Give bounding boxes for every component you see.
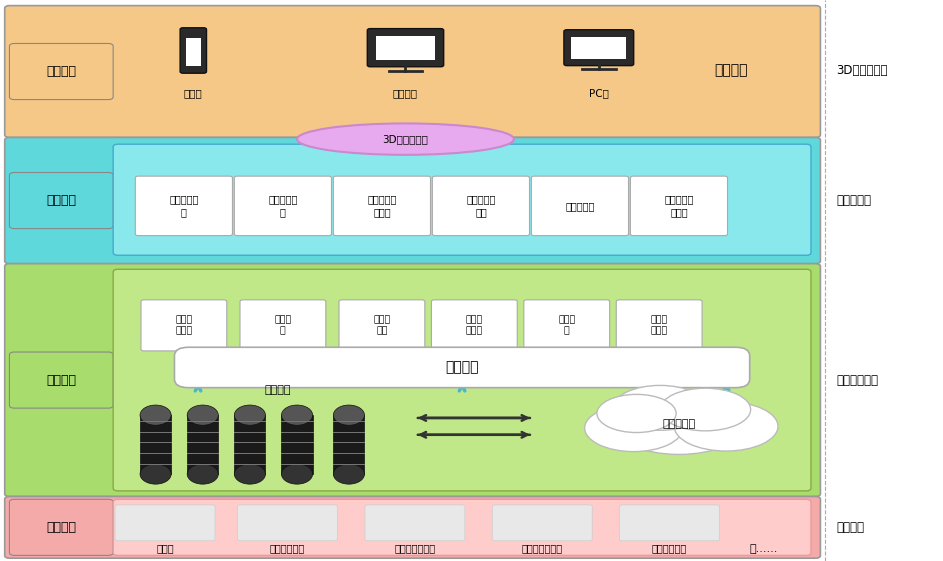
FancyBboxPatch shape — [334, 415, 364, 474]
FancyBboxPatch shape — [5, 264, 820, 496]
Text: 智能化管理: 智能化管理 — [836, 194, 871, 207]
Ellipse shape — [597, 394, 676, 433]
Text: 空气状
态信息: 空气状 态信息 — [466, 315, 483, 336]
Ellipse shape — [613, 385, 707, 430]
Text: 等......: 等...... — [750, 544, 778, 554]
FancyBboxPatch shape — [365, 505, 465, 541]
FancyBboxPatch shape — [113, 269, 811, 491]
Text: 3D可视化显示: 3D可视化显示 — [836, 63, 888, 77]
Text: 数据平台: 数据平台 — [265, 385, 291, 395]
FancyBboxPatch shape — [524, 300, 610, 351]
Text: 全景图系统: 全景图系统 — [565, 201, 595, 211]
FancyBboxPatch shape — [571, 37, 626, 59]
Ellipse shape — [282, 464, 313, 484]
FancyBboxPatch shape — [334, 176, 431, 236]
FancyBboxPatch shape — [339, 300, 425, 351]
FancyBboxPatch shape — [9, 173, 113, 229]
FancyBboxPatch shape — [564, 30, 634, 66]
Text: 监控系
统信息: 监控系 统信息 — [175, 315, 192, 336]
Ellipse shape — [141, 464, 172, 484]
Text: 智能平台: 智能平台 — [445, 361, 479, 374]
Ellipse shape — [235, 464, 266, 484]
Ellipse shape — [334, 405, 364, 425]
Text: 空气质量监
测系统: 空气质量监 测系统 — [367, 194, 397, 218]
FancyBboxPatch shape — [115, 505, 215, 541]
FancyBboxPatch shape — [432, 176, 530, 236]
Text: 手机端: 手机端 — [184, 89, 203, 99]
FancyBboxPatch shape — [9, 352, 113, 408]
Text: 红外入侵警
报系统: 红外入侵警 报系统 — [664, 194, 694, 218]
Ellipse shape — [141, 405, 172, 425]
Ellipse shape — [334, 464, 364, 484]
FancyBboxPatch shape — [180, 27, 207, 73]
FancyBboxPatch shape — [238, 505, 338, 541]
Ellipse shape — [187, 464, 219, 484]
Text: 视频监控系
统: 视频监控系 统 — [169, 194, 199, 218]
FancyBboxPatch shape — [113, 144, 811, 255]
Text: 3D可视化处理: 3D可视化处理 — [383, 134, 428, 144]
FancyBboxPatch shape — [620, 505, 720, 541]
Ellipse shape — [674, 402, 778, 451]
Text: 考勤信
息: 考勤信 息 — [558, 315, 575, 336]
Ellipse shape — [611, 393, 747, 454]
Text: PC端: PC端 — [588, 89, 609, 99]
Text: 监控中心: 监控中心 — [393, 89, 418, 99]
Text: 红外线感应装置: 红外线感应装置 — [521, 544, 563, 554]
FancyBboxPatch shape — [188, 415, 219, 474]
Text: 智能管理: 智能管理 — [46, 194, 76, 207]
Text: 人流密
度: 人流密 度 — [274, 315, 291, 336]
FancyBboxPatch shape — [235, 176, 332, 236]
FancyBboxPatch shape — [376, 36, 436, 60]
Ellipse shape — [235, 405, 266, 425]
FancyBboxPatch shape — [136, 176, 233, 236]
Text: 人脸识别设备: 人脸识别设备 — [270, 544, 306, 554]
FancyBboxPatch shape — [368, 29, 444, 67]
Ellipse shape — [282, 405, 313, 425]
Ellipse shape — [660, 388, 751, 431]
FancyBboxPatch shape — [235, 415, 266, 474]
Text: 温湿度传感器: 温湿度传感器 — [652, 544, 687, 554]
FancyBboxPatch shape — [174, 347, 750, 388]
FancyBboxPatch shape — [532, 176, 629, 236]
FancyBboxPatch shape — [240, 300, 326, 351]
Text: 温湿度管理
系统: 温湿度管理 系统 — [466, 194, 496, 218]
FancyBboxPatch shape — [141, 415, 172, 474]
Text: 智能感知: 智能感知 — [836, 521, 865, 534]
FancyBboxPatch shape — [432, 300, 518, 351]
FancyBboxPatch shape — [5, 496, 820, 558]
FancyBboxPatch shape — [9, 44, 113, 100]
Ellipse shape — [585, 404, 683, 452]
Text: 摄像头: 摄像头 — [157, 544, 174, 554]
Text: 组织架构: 组织架构 — [46, 374, 76, 387]
Text: 云计算平台: 云计算平台 — [662, 419, 696, 429]
Text: 风速风向传感器: 风速风向传感器 — [394, 544, 436, 554]
FancyBboxPatch shape — [5, 137, 820, 264]
FancyBboxPatch shape — [141, 300, 227, 351]
FancyBboxPatch shape — [186, 38, 201, 66]
Text: 全面互联互通: 全面互联互通 — [836, 374, 879, 387]
Text: 考勤管理系
统: 考勤管理系 统 — [268, 194, 298, 218]
FancyBboxPatch shape — [113, 499, 811, 555]
Text: 温湿度
信息: 温湿度 信息 — [373, 315, 390, 336]
Text: 基础设备: 基础设备 — [46, 521, 76, 534]
Text: 总控中心: 总控中心 — [714, 63, 748, 77]
Ellipse shape — [187, 405, 219, 425]
FancyBboxPatch shape — [630, 176, 728, 236]
Text: 红外安
保信息: 红外安 保信息 — [651, 315, 668, 336]
Text: 总控中心: 总控中心 — [46, 65, 76, 78]
FancyBboxPatch shape — [282, 415, 313, 474]
FancyBboxPatch shape — [492, 505, 592, 541]
FancyBboxPatch shape — [617, 300, 702, 351]
FancyBboxPatch shape — [9, 499, 113, 555]
FancyBboxPatch shape — [5, 6, 820, 137]
Ellipse shape — [297, 123, 514, 155]
